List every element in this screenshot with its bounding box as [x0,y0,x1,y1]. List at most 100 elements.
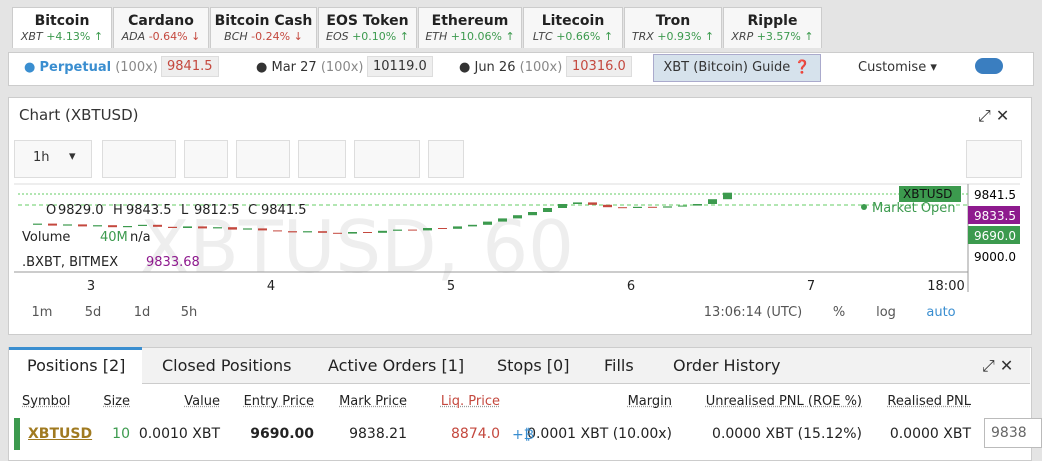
interval-button[interactable]: 1h ▾ [14,140,92,178]
customise-text: Customise [858,60,927,75]
candle [438,228,447,229]
candle [123,226,132,228]
arrow: ↑ [396,30,409,43]
candle [168,226,177,228]
market-tab[interactable]: EOS Token EOS +0.10% ↑ [318,7,417,48]
position-tab[interactable]: Fills [604,356,634,375]
position-tab[interactable]: Order History [673,356,781,375]
market-name: Tron [655,13,691,29]
percent[interactable]: % [833,305,845,320]
settings[interactable] [184,140,228,178]
undo-redo[interactable] [354,140,420,178]
market-name: Ethereum [431,13,509,29]
dot: ● [256,60,272,75]
mark-label: 9833.5 [974,209,1016,223]
position-tab[interactable]: Positions [2] [27,356,126,375]
arrow: ↑ [600,30,614,43]
bars[interactable] [428,140,464,178]
candle [528,212,537,216]
column-header: Entry Price [243,394,314,409]
auto[interactable]: auto [926,305,955,320]
chart-svg: XBTUSD, 60 XBTUSD 9841.5 9833.5 9690.0 9… [14,183,1020,320]
column-header: Realised PNL [887,394,971,409]
candle [723,192,732,200]
market-name: Bitcoin [34,13,90,29]
candle [183,226,192,228]
market-dot [861,204,867,210]
panel-icons[interactable]: ⤢ ✕ [978,106,1010,125]
candle [393,229,402,231]
last-label: 9841.5 [974,188,1016,202]
toggle[interactable] [975,58,1003,74]
market-name: Bitcoin Cash [214,13,313,29]
time-label: 5 [447,279,455,294]
candle [693,204,702,206]
column-header: Liq. Price [440,394,500,409]
contract[interactable]: ● Jun 26 (100x) [459,60,562,75]
active-tab [9,347,142,386]
contract-name: Jun 26 [474,60,516,75]
candle [288,231,297,233]
range[interactable]: 1m [32,305,53,320]
guide-button[interactable]: XBT (Bitcoin) Guide ❓ [653,54,821,82]
market-code: BCH [224,30,248,43]
cell: 0.0000 XBT (15.12%) [712,426,862,442]
cell: 9838.21 [349,426,407,442]
market-change: -0.24% [251,30,291,43]
close-price-input[interactable]: 9838 [984,418,1042,448]
candle [333,232,342,234]
candle [303,231,312,233]
candle [138,224,147,226]
leverage: (100x) [115,60,158,75]
market-tab[interactable]: Cardano ADA -0.64% ↓ [113,7,209,48]
contract[interactable]: ● Mar 27 (100x) [256,60,363,75]
position-tab[interactable]: Stops [0] [497,356,570,375]
market-tab[interactable]: Litecoin LTC +0.66% ↑ [523,7,623,48]
candle [633,206,642,208]
leverage: (100x) [320,60,364,75]
log[interactable]: log [876,305,896,320]
candle [93,225,102,227]
cell: 0.0010 XBT [138,426,220,442]
market-code: ADA [121,30,146,43]
market-tab[interactable]: Ethereum ETH +10.06% ↑ [418,7,522,48]
arrow: ↑ [701,30,715,43]
candle [408,229,417,231]
contract-price: 10119.0 [367,56,433,77]
position-tab[interactable]: Closed Positions [162,356,292,375]
candle [33,223,42,225]
column-header: Mark Price [339,394,407,409]
market-sub: XBT +4.13% ↑ [21,30,103,43]
compare[interactable] [298,140,346,178]
snapshot[interactable] [966,140,1022,178]
position-tab[interactable]: Active Orders [1] [328,356,465,375]
market-tab[interactable]: Ripple XRP +3.57% ↑ [723,7,822,48]
ohlc: L [181,203,189,218]
market-name: Litecoin [541,13,605,29]
market-open: Market Open [872,201,956,216]
candle [228,227,237,230]
range[interactable]: 1d [134,305,151,320]
ohlc: 9812.5 [194,203,240,218]
ohlc: 9843.5 [126,203,172,218]
tab-bar [142,348,1030,384]
volume-label: Volume [22,230,70,245]
candle-type[interactable] [102,140,176,178]
range[interactable]: 5h [181,305,198,320]
guide-text: XBT (Bitcoin) Guide [663,60,791,75]
customise[interactable]: Customise ▾ [858,60,937,75]
market-tab[interactable]: Bitcoin Cash BCH -0.24% ↓ [210,7,317,48]
market-tab[interactable]: Bitcoin XBT +4.13% ↑ [12,7,112,48]
margin-add[interactable]: +₿ [512,427,535,443]
candle [78,224,87,227]
market-sub: TRX +0.93% ↑ [632,30,714,43]
contract[interactable]: ● Perpetual (100x) [24,60,158,75]
candle [498,218,507,222]
candle [648,206,657,208]
market-code: XBT [20,30,43,43]
market-tab[interactable]: Tron TRX +0.93% ↑ [624,7,722,48]
range[interactable]: 5d [85,305,102,320]
market-change: +4.13% [46,30,91,43]
panel-icons[interactable]: ⤢ ✕ [982,356,1014,375]
indicators[interactable] [236,140,290,178]
